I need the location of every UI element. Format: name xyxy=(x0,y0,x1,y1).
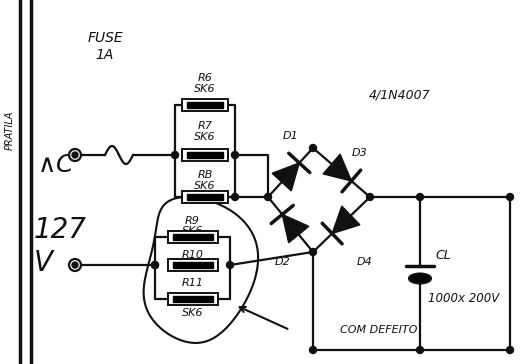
Text: D1: D1 xyxy=(283,131,299,141)
Text: SK6: SK6 xyxy=(182,226,203,236)
Text: 4/1N4007: 4/1N4007 xyxy=(369,88,431,102)
Circle shape xyxy=(231,194,239,201)
Text: R10: R10 xyxy=(181,250,203,260)
Bar xyxy=(173,262,213,268)
Text: R6: R6 xyxy=(198,73,213,83)
Circle shape xyxy=(309,145,317,151)
Text: R7: R7 xyxy=(198,121,213,131)
Circle shape xyxy=(309,249,317,256)
Bar xyxy=(173,234,213,240)
Bar xyxy=(167,293,217,305)
Text: $\wedge$C: $\wedge$C xyxy=(37,153,75,177)
Bar xyxy=(182,191,228,203)
Circle shape xyxy=(506,194,514,201)
Circle shape xyxy=(69,259,81,271)
Bar xyxy=(187,194,223,200)
Circle shape xyxy=(506,347,514,353)
Circle shape xyxy=(231,151,239,158)
Circle shape xyxy=(151,261,159,269)
Text: RB: RB xyxy=(197,170,213,180)
Circle shape xyxy=(417,194,423,201)
Circle shape xyxy=(227,261,233,269)
Text: SK6: SK6 xyxy=(182,308,203,318)
Text: CL: CL xyxy=(435,249,451,262)
Circle shape xyxy=(367,194,373,201)
Circle shape xyxy=(69,149,81,161)
Polygon shape xyxy=(282,214,309,243)
Polygon shape xyxy=(323,154,352,181)
Polygon shape xyxy=(272,163,300,191)
Bar xyxy=(167,231,217,243)
Bar xyxy=(173,296,213,302)
Bar xyxy=(187,152,223,158)
Text: FUSE: FUSE xyxy=(87,31,123,45)
Circle shape xyxy=(309,347,317,353)
Text: 1000x 200V: 1000x 200V xyxy=(428,292,499,305)
Text: R11: R11 xyxy=(181,278,203,288)
Text: SK6: SK6 xyxy=(194,84,216,94)
Circle shape xyxy=(72,152,78,158)
Circle shape xyxy=(172,151,178,158)
Text: SK6: SK6 xyxy=(194,181,216,191)
Text: 127: 127 xyxy=(34,216,87,244)
Text: COM DEFEITO: COM DEFEITO xyxy=(340,325,418,335)
Text: SK6: SK6 xyxy=(194,132,216,142)
Text: 1A: 1A xyxy=(96,48,114,62)
Ellipse shape xyxy=(409,273,431,284)
Text: D3: D3 xyxy=(352,148,368,158)
Circle shape xyxy=(151,261,159,269)
Bar xyxy=(167,259,217,271)
Bar xyxy=(182,99,228,111)
Circle shape xyxy=(72,262,78,268)
Text: PRATILA: PRATILA xyxy=(5,110,15,150)
Bar xyxy=(182,149,228,161)
Polygon shape xyxy=(332,206,360,234)
Text: D2: D2 xyxy=(275,257,291,267)
Circle shape xyxy=(265,194,271,201)
Circle shape xyxy=(417,347,423,353)
Text: V: V xyxy=(34,249,53,277)
Text: R9: R9 xyxy=(185,216,200,226)
Text: D4: D4 xyxy=(357,257,373,267)
Bar xyxy=(187,102,223,108)
